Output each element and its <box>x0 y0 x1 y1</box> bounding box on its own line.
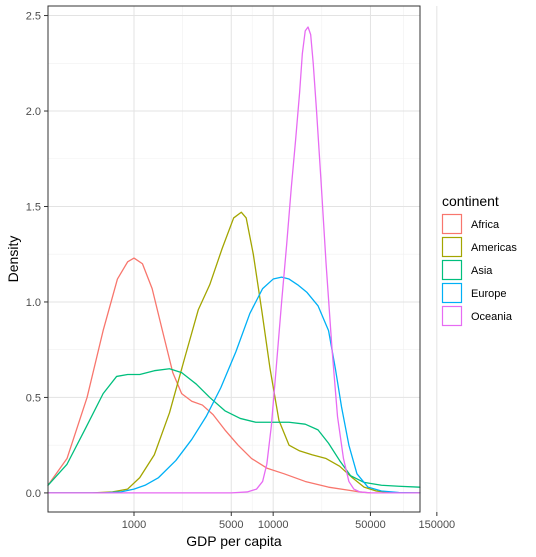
legend-label: Asia <box>471 265 493 277</box>
series-line-americas <box>47 211 421 494</box>
legend-label: Europe <box>471 288 506 300</box>
y-tick-label: 0.0 <box>26 488 41 500</box>
y-tick-label: 2.0 <box>26 106 41 118</box>
legend-key <box>441 236 463 258</box>
x-tick-label: 1000 <box>122 519 146 531</box>
legend-key <box>441 305 463 327</box>
legend-key <box>441 213 463 235</box>
legend: continent Africa Americas Asia Europe Oceania <box>441 193 517 327</box>
legend-item-asia: Asia <box>441 259 493 281</box>
plot-panel <box>48 6 420 512</box>
x-tick-label: 50000 <box>355 519 386 531</box>
x-axis-title: GDP per capita <box>186 533 282 549</box>
legend-label: Americas <box>471 242 517 254</box>
y-axis: 0.0 0.5 1.0 1.5 2.0 2.5 <box>26 11 48 500</box>
x-tick-label: 10000 <box>258 519 289 531</box>
series-line-oceania <box>47 26 421 494</box>
y-tick-label: 2.5 <box>26 11 41 23</box>
legend-title: continent <box>442 193 499 209</box>
legend-label: Oceania <box>471 311 513 323</box>
x-tick-label: 5000 <box>219 519 243 531</box>
series-lines <box>47 26 421 494</box>
y-axis-title: Density <box>5 236 21 283</box>
x-axis: 1000 5000 10000 50000 150000 <box>122 512 455 531</box>
legend-item-europe: Europe <box>441 282 506 304</box>
x-tick-label: 150000 <box>418 519 455 531</box>
legend-label: Africa <box>471 219 500 231</box>
legend-key <box>441 282 463 304</box>
series-line-africa <box>47 257 372 494</box>
legend-item-oceania: Oceania <box>441 305 513 327</box>
plot-panel-border <box>47 5 421 513</box>
grid-lines <box>48 6 438 512</box>
legend-key <box>441 259 463 281</box>
legend-item-africa: Africa <box>441 213 500 235</box>
y-tick-label: 1.5 <box>26 201 41 213</box>
series-line-europe <box>47 276 421 494</box>
legend-item-americas: Americas <box>441 236 517 258</box>
y-tick-label: 0.5 <box>26 392 41 404</box>
series-line-asia <box>47 368 421 488</box>
y-tick-label: 1.0 <box>26 297 41 309</box>
